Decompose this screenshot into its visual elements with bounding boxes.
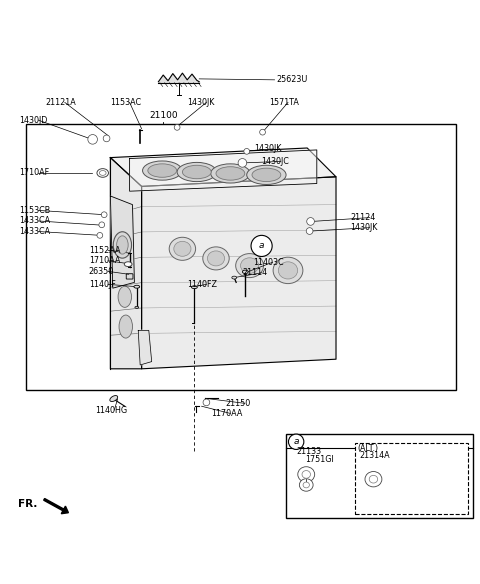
Ellipse shape bbox=[118, 286, 132, 307]
Circle shape bbox=[307, 218, 314, 225]
Circle shape bbox=[288, 434, 304, 450]
Text: 11403C: 11403C bbox=[253, 258, 284, 267]
Circle shape bbox=[238, 159, 247, 167]
Text: 1430JK: 1430JK bbox=[350, 223, 378, 232]
Text: 26350: 26350 bbox=[89, 267, 114, 276]
Ellipse shape bbox=[365, 471, 382, 487]
Ellipse shape bbox=[252, 168, 281, 182]
Ellipse shape bbox=[216, 166, 245, 180]
Ellipse shape bbox=[192, 286, 197, 288]
Text: 1170AA: 1170AA bbox=[211, 409, 242, 418]
Text: 21100: 21100 bbox=[149, 112, 178, 120]
Ellipse shape bbox=[273, 257, 303, 284]
Ellipse shape bbox=[113, 223, 127, 246]
Text: 1571TA: 1571TA bbox=[269, 98, 299, 107]
Circle shape bbox=[97, 232, 103, 238]
Ellipse shape bbox=[369, 475, 378, 483]
Text: 1152AA: 1152AA bbox=[89, 246, 120, 255]
Circle shape bbox=[174, 124, 180, 130]
Text: 1430JD: 1430JD bbox=[19, 116, 48, 124]
Polygon shape bbox=[110, 196, 134, 288]
Text: 21114: 21114 bbox=[242, 268, 267, 277]
Text: 1430JK: 1430JK bbox=[187, 98, 215, 107]
Circle shape bbox=[260, 129, 265, 135]
Ellipse shape bbox=[174, 241, 191, 256]
Text: 1153AC: 1153AC bbox=[110, 98, 142, 107]
Ellipse shape bbox=[116, 255, 129, 276]
Text: 1430JK: 1430JK bbox=[254, 144, 282, 154]
Text: 1710AA: 1710AA bbox=[89, 256, 120, 265]
Ellipse shape bbox=[302, 471, 311, 478]
Circle shape bbox=[244, 148, 250, 154]
Ellipse shape bbox=[135, 307, 139, 308]
Circle shape bbox=[103, 135, 110, 142]
Text: 1433CA: 1433CA bbox=[19, 217, 50, 225]
Text: 1710AF: 1710AF bbox=[19, 168, 49, 178]
Ellipse shape bbox=[278, 262, 298, 279]
Text: 21124: 21124 bbox=[350, 213, 376, 222]
Ellipse shape bbox=[207, 251, 225, 266]
Ellipse shape bbox=[97, 169, 108, 178]
Circle shape bbox=[203, 399, 210, 406]
Ellipse shape bbox=[119, 315, 132, 338]
Text: FR.: FR. bbox=[18, 499, 37, 509]
Ellipse shape bbox=[177, 162, 216, 182]
Ellipse shape bbox=[143, 161, 182, 180]
Text: 1140HG: 1140HG bbox=[95, 405, 127, 415]
Ellipse shape bbox=[236, 253, 264, 277]
Text: 1430JC: 1430JC bbox=[262, 157, 289, 166]
Bar bbox=[355, 443, 468, 514]
Polygon shape bbox=[110, 148, 336, 186]
Ellipse shape bbox=[242, 270, 248, 273]
Ellipse shape bbox=[99, 171, 106, 175]
Circle shape bbox=[251, 235, 272, 256]
Text: 21133: 21133 bbox=[296, 447, 321, 456]
Ellipse shape bbox=[148, 164, 177, 178]
Ellipse shape bbox=[203, 247, 229, 270]
Circle shape bbox=[306, 228, 313, 234]
Polygon shape bbox=[130, 150, 317, 191]
Circle shape bbox=[88, 134, 97, 144]
Bar bbox=[286, 433, 473, 517]
Polygon shape bbox=[142, 177, 336, 369]
Ellipse shape bbox=[169, 237, 196, 260]
FancyArrow shape bbox=[44, 499, 69, 514]
Polygon shape bbox=[110, 158, 142, 369]
Ellipse shape bbox=[124, 262, 132, 266]
Text: 21150: 21150 bbox=[226, 399, 251, 408]
Text: 25623U: 25623U bbox=[276, 75, 307, 84]
FancyBboxPatch shape bbox=[126, 274, 133, 279]
Ellipse shape bbox=[240, 258, 259, 273]
Ellipse shape bbox=[303, 482, 310, 488]
Ellipse shape bbox=[182, 165, 211, 179]
Text: 1140JF: 1140JF bbox=[89, 280, 116, 289]
Ellipse shape bbox=[232, 276, 237, 279]
Ellipse shape bbox=[211, 164, 250, 183]
Text: a: a bbox=[259, 241, 264, 251]
Text: 1140FZ: 1140FZ bbox=[187, 280, 217, 289]
Text: 21314A: 21314A bbox=[359, 451, 390, 460]
Circle shape bbox=[99, 222, 105, 228]
Text: (ALT.): (ALT.) bbox=[358, 443, 379, 453]
Polygon shape bbox=[138, 331, 152, 365]
Ellipse shape bbox=[117, 236, 128, 254]
Bar bbox=[26, 124, 456, 390]
Text: a: a bbox=[293, 437, 299, 446]
Ellipse shape bbox=[113, 232, 132, 258]
Text: 1153CB: 1153CB bbox=[19, 206, 50, 215]
Ellipse shape bbox=[110, 395, 118, 402]
Text: 1433CA: 1433CA bbox=[19, 227, 50, 236]
Text: 1751GI: 1751GI bbox=[305, 454, 334, 464]
Ellipse shape bbox=[298, 467, 315, 482]
Ellipse shape bbox=[300, 479, 313, 491]
Circle shape bbox=[101, 212, 107, 218]
Ellipse shape bbox=[134, 285, 140, 288]
Ellipse shape bbox=[247, 165, 286, 185]
Text: 21121A: 21121A bbox=[46, 98, 76, 107]
